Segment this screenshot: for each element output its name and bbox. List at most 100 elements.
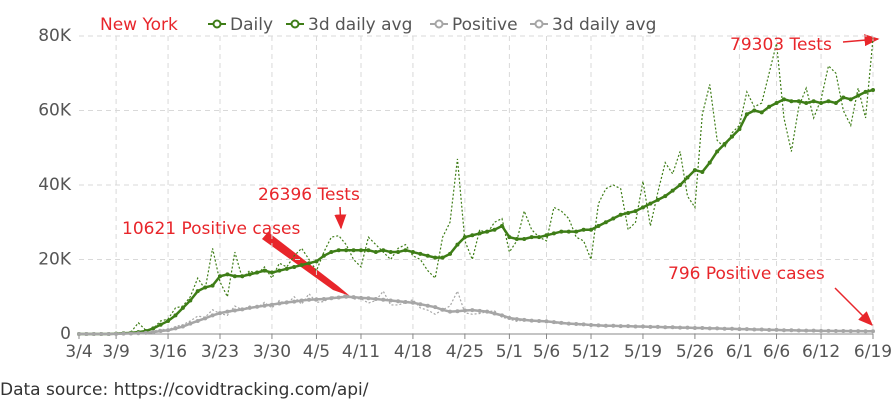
point (826, 328, 831, 333)
point (730, 326, 735, 331)
annotation: 796 Positive cases (668, 264, 825, 284)
point (314, 297, 319, 302)
point (440, 307, 445, 312)
point (203, 316, 208, 321)
legend-icon (290, 19, 300, 29)
point (321, 296, 326, 301)
point (455, 242, 460, 247)
point (574, 229, 579, 234)
point (626, 324, 631, 329)
x-tick-label: 3/4 (65, 342, 92, 362)
point (789, 99, 794, 104)
point (871, 88, 875, 93)
point (277, 301, 282, 306)
annotation: 26396 Tests (258, 185, 360, 205)
point (77, 332, 81, 336)
point (210, 283, 215, 288)
point (180, 305, 185, 310)
point (225, 309, 230, 314)
point (692, 326, 697, 331)
point (425, 303, 430, 308)
point (269, 302, 274, 307)
point (603, 220, 608, 225)
annotation: 79303 Tests (730, 35, 832, 55)
point (151, 326, 156, 331)
x-tick-label: 3/23 (201, 342, 239, 362)
x-tick-label: 3/30 (253, 342, 291, 362)
point (856, 329, 861, 334)
point (410, 250, 415, 255)
point (344, 248, 349, 253)
point (492, 311, 497, 316)
x-tick-label: 5/6 (533, 342, 560, 362)
point (715, 326, 720, 331)
point (403, 248, 408, 253)
point (217, 311, 222, 316)
point (774, 327, 779, 332)
y-tick-label: 20K (38, 250, 72, 270)
point (433, 305, 438, 310)
point (781, 97, 786, 102)
point (195, 289, 200, 294)
point (559, 320, 564, 325)
point (485, 229, 490, 234)
point (819, 328, 824, 333)
point (655, 197, 660, 202)
point (448, 309, 453, 314)
point (863, 329, 868, 334)
x-tick-label: 3/16 (149, 342, 187, 362)
point (581, 227, 586, 232)
point (255, 270, 260, 275)
point (396, 299, 401, 304)
point (166, 328, 171, 333)
point (299, 263, 304, 268)
point (284, 266, 289, 271)
point (321, 253, 326, 258)
arrow (842, 34, 880, 47)
point (188, 321, 193, 326)
point (232, 308, 237, 313)
point (158, 322, 163, 327)
point (262, 268, 267, 273)
point (700, 169, 705, 174)
legend-label: Positive (452, 15, 518, 35)
point (396, 250, 401, 255)
point (433, 255, 438, 260)
point (470, 233, 475, 238)
point (692, 168, 697, 173)
point (863, 89, 868, 94)
point (811, 99, 816, 104)
point (663, 325, 668, 330)
point (871, 329, 875, 334)
point (418, 302, 423, 307)
point (128, 331, 133, 336)
legend-icon (534, 19, 544, 29)
point (351, 295, 356, 300)
point (796, 328, 801, 333)
point (173, 326, 178, 331)
point (640, 205, 645, 210)
legend-label: 3d daily avg (308, 15, 412, 35)
point (173, 313, 178, 318)
point (284, 300, 289, 305)
point (737, 327, 742, 332)
point (804, 101, 809, 106)
point (789, 328, 794, 333)
point (722, 142, 727, 147)
point (700, 326, 705, 331)
point (462, 308, 467, 313)
point (329, 296, 334, 301)
x-tick-label: 5/26 (676, 342, 714, 362)
point (255, 304, 260, 309)
point (551, 231, 556, 236)
point (84, 332, 89, 336)
point (670, 325, 675, 330)
point (262, 303, 267, 308)
point (633, 324, 638, 329)
point (596, 223, 601, 228)
point (744, 112, 749, 117)
point (455, 309, 460, 314)
point (388, 298, 393, 303)
point (232, 274, 237, 279)
